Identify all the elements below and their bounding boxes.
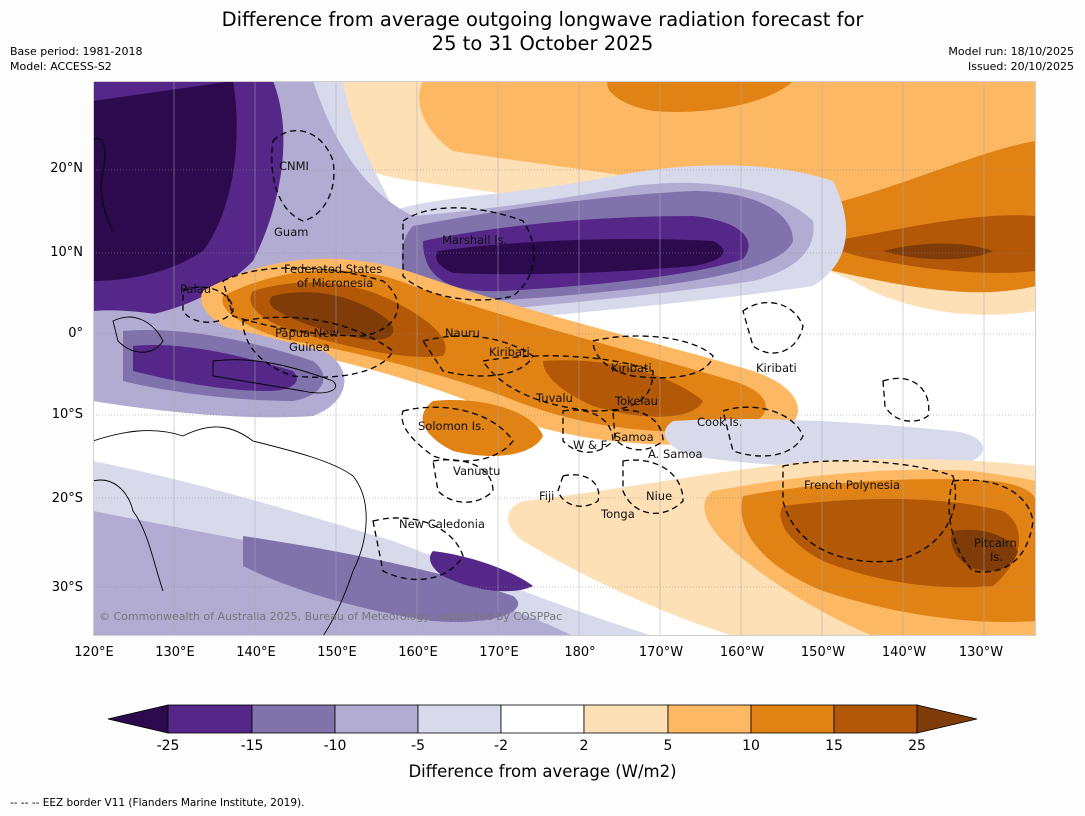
model-name: Model: ACCESS-S2: [10, 60, 112, 73]
colorbar-segment: [251, 704, 336, 734]
southern-negative-band: [93, 419, 983, 636]
lon-label: 180°: [564, 645, 596, 660]
colorbar-tick: -2: [494, 738, 508, 754]
place-label: of Micronesia: [297, 276, 373, 290]
lon-label: 140°W: [881, 645, 927, 660]
place-label: Palau: [180, 282, 211, 296]
lon-label: 170°E: [479, 645, 519, 660]
place-label: Tonga: [600, 507, 635, 521]
place-label: Vanuatu: [453, 464, 500, 478]
meridians: [173, 81, 985, 636]
place-label: Kiribati: [489, 345, 530, 359]
colorbar-tick: -15: [240, 738, 264, 754]
lon-label: 170°W: [638, 645, 684, 660]
place-label: Tokelau: [614, 394, 658, 408]
colorbar-segment: [167, 704, 253, 734]
lon-label: 150°E: [317, 645, 357, 660]
colorbar-tick: 5: [663, 738, 673, 754]
colorbar-max-extension: [916, 704, 978, 734]
lat-label: 0°: [68, 326, 83, 341]
lat-label: 20°N: [50, 161, 83, 176]
southern-positive-band: [508, 458, 1036, 636]
place-label: Guam: [274, 225, 308, 239]
place-labels: CNMI Guam Marshall Is. Federated States …: [180, 159, 1017, 564]
colorbar-segment: [500, 704, 585, 734]
place-label: Fiji: [539, 489, 554, 503]
gridlines: [93, 169, 1036, 588]
place-label: A. Samoa: [648, 447, 703, 461]
colorbar-min-extension: [107, 704, 169, 734]
lon-label: 120°E: [74, 645, 114, 660]
place-label: French Polynesia: [804, 478, 900, 492]
place-label: W & F: [573, 438, 607, 452]
lon-label: 160°E: [398, 645, 438, 660]
title-line-1: Difference from average outgoing longwav…: [221, 8, 864, 31]
place-label: Pitcairn: [974, 536, 1017, 550]
colorbar: [107, 704, 978, 734]
place-label: Nauru: [445, 326, 480, 340]
place-label: New Caledonia: [399, 517, 485, 531]
map-svg: CNMI Guam Marshall Is. Federated States …: [93, 81, 1036, 636]
meta-right: Model run: 18/10/2025 Issued: 20/10/2025: [948, 44, 1074, 74]
colorbar-tick: 25: [908, 738, 926, 754]
map-title: Difference from average outgoing longwav…: [0, 8, 1085, 56]
place-label: Guinea: [289, 340, 330, 354]
lon-label: 130°E: [155, 645, 195, 660]
eez-legend-note: -- -- -- EEZ border V11 (Flanders Marine…: [10, 797, 305, 809]
place-label: Papua New: [275, 326, 339, 340]
lat-label: 20°S: [51, 491, 83, 506]
copyright-notice: © Commonwealth of Australia 2025, Bureau…: [99, 610, 562, 623]
colorbar-tick: -5: [411, 738, 425, 754]
colorbar-tick: -25: [156, 738, 180, 754]
colorbar-segment: [667, 704, 752, 734]
colorbar-segment: [417, 704, 502, 734]
base-period: Base period: 1981-2018: [10, 45, 143, 58]
place-label: Tuvalu: [535, 391, 573, 405]
title-line-2: 25 to 31 October 2025: [431, 32, 654, 55]
place-label: Is.: [990, 550, 1003, 564]
colorbar-segment: [750, 704, 835, 734]
meta-left: Base period: 1981-2018 Model: ACCESS-S2: [10, 44, 142, 74]
place-label: Kiribati: [611, 361, 652, 375]
place-label: Niue: [646, 489, 672, 503]
colorbar-tick: 2: [579, 738, 589, 754]
forecast-map: CNMI Guam Marshall Is. Federated States …: [93, 81, 1036, 636]
lon-label: 160°W: [719, 645, 765, 660]
place-label: Samoa: [614, 430, 654, 444]
place-label: Federated States: [284, 262, 382, 276]
lon-label: 140°E: [236, 645, 276, 660]
issued-date: Issued: 20/10/2025: [967, 60, 1074, 73]
colorbar-segment: [334, 704, 419, 734]
eez-borders: [182, 130, 1034, 581]
lat-label: 10°N: [50, 245, 83, 260]
map-frame: [93, 81, 1036, 636]
lon-label: 130°W: [958, 645, 1004, 660]
place-label: Solomon Is.: [418, 419, 485, 433]
lat-label: 10°S: [51, 407, 83, 422]
lon-label: 150°W: [800, 645, 846, 660]
colorbar-segment: [583, 704, 669, 734]
lat-label: 30°S: [51, 580, 83, 595]
coastlines: [93, 138, 367, 636]
colorbar-tick: -10: [323, 738, 347, 754]
place-label: Cook Is.: [697, 415, 742, 429]
colorbar-segment: [833, 704, 918, 734]
colorbar-label: Difference from average (W/m2): [408, 762, 677, 781]
place-label: Kiribati: [756, 361, 797, 375]
colorbar-tick: 15: [825, 738, 843, 754]
model-run: Model run: 18/10/2025: [948, 45, 1074, 58]
colorbar-tick: 10: [742, 738, 760, 754]
place-label: Marshall Is.: [442, 233, 507, 247]
place-label: CNMI: [279, 159, 309, 173]
